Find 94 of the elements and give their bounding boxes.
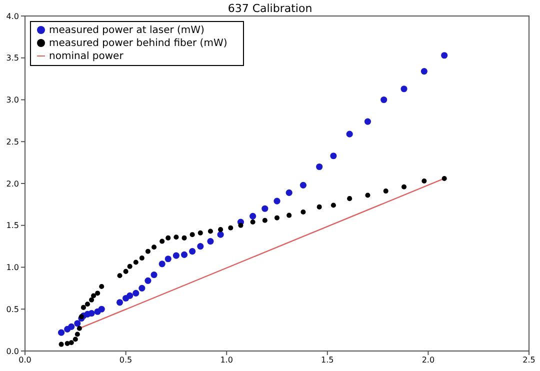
point [250, 220, 256, 225]
point [300, 182, 306, 188]
point [139, 256, 144, 261]
point [238, 222, 244, 228]
point [133, 260, 138, 265]
point [330, 202, 336, 208]
point [401, 184, 407, 190]
point [64, 340, 70, 346]
point [80, 304, 86, 310]
point [422, 178, 427, 184]
point [262, 218, 268, 223]
point [218, 227, 224, 232]
point [274, 215, 280, 220]
y-tick-label: 4.0 [6, 12, 19, 21]
point [72, 336, 78, 342]
chart-title: 637 Calibration [228, 2, 312, 15]
legend-label: nominal power [49, 51, 124, 62]
y-tick-label: 2.0 [6, 179, 19, 188]
point [286, 189, 292, 196]
x-tick-label: 2.0 [422, 356, 435, 365]
point [166, 235, 171, 240]
point [132, 290, 140, 296]
point [250, 212, 256, 220]
point [158, 260, 166, 268]
y-tick-label: 3.5 [6, 54, 19, 63]
point [99, 284, 104, 290]
y-tick-label: 1.0 [6, 263, 19, 272]
x-tick-label: 0.0 [18, 356, 32, 365]
legend-label: measured power behind fiber (mW) [49, 38, 228, 49]
point [117, 273, 122, 278]
point [78, 314, 84, 320]
point [123, 268, 128, 274]
point [189, 248, 196, 255]
point [180, 251, 188, 258]
point [164, 256, 172, 262]
point [286, 212, 292, 218]
x-tick-label: 1.0 [220, 356, 233, 365]
point [346, 130, 353, 138]
point [364, 118, 372, 125]
point [127, 264, 132, 269]
x-tick-label: 1.5 [321, 356, 334, 365]
y-tick-label: 2.5 [6, 137, 19, 146]
point [316, 204, 322, 210]
point [144, 277, 152, 284]
point [76, 326, 82, 331]
point [89, 297, 94, 302]
point [347, 196, 352, 202]
point [160, 238, 165, 244]
point [68, 340, 74, 346]
point [400, 86, 408, 92]
y-tick-label: 3.0 [6, 96, 19, 105]
y-tick-label: 0.5 [6, 304, 19, 314]
point [116, 299, 124, 306]
point [441, 52, 448, 59]
point [330, 152, 337, 160]
point [217, 231, 224, 238]
point [138, 284, 146, 292]
point [380, 96, 388, 104]
point [74, 320, 81, 327]
point [300, 209, 306, 214]
point [198, 230, 203, 236]
point [190, 232, 195, 238]
point [182, 235, 187, 240]
point [316, 163, 323, 170]
point [207, 238, 214, 245]
point [74, 332, 80, 337]
point [98, 306, 105, 312]
x-tick-label: 2.5 [522, 356, 536, 365]
point [442, 176, 447, 181]
point [228, 225, 234, 230]
point [383, 188, 388, 194]
point [68, 323, 75, 330]
point [91, 293, 96, 298]
point [58, 342, 64, 347]
point [88, 310, 95, 317]
point [197, 243, 204, 250]
point [174, 234, 179, 240]
legend-label: measured power at laser (mW) [49, 25, 204, 36]
point [126, 292, 134, 300]
point [95, 290, 100, 296]
point [274, 198, 280, 204]
point [150, 272, 158, 278]
point [172, 252, 180, 259]
point [262, 205, 268, 212]
y-tick-label: 1.5 [6, 221, 19, 230]
y-tick-label: 0.0 [6, 346, 19, 356]
point [208, 228, 213, 234]
point [145, 248, 150, 254]
point [420, 68, 428, 75]
point [152, 244, 157, 250]
x-tick-label: 0.5 [119, 356, 132, 365]
point [84, 302, 90, 307]
point [58, 329, 65, 336]
point [365, 192, 370, 198]
